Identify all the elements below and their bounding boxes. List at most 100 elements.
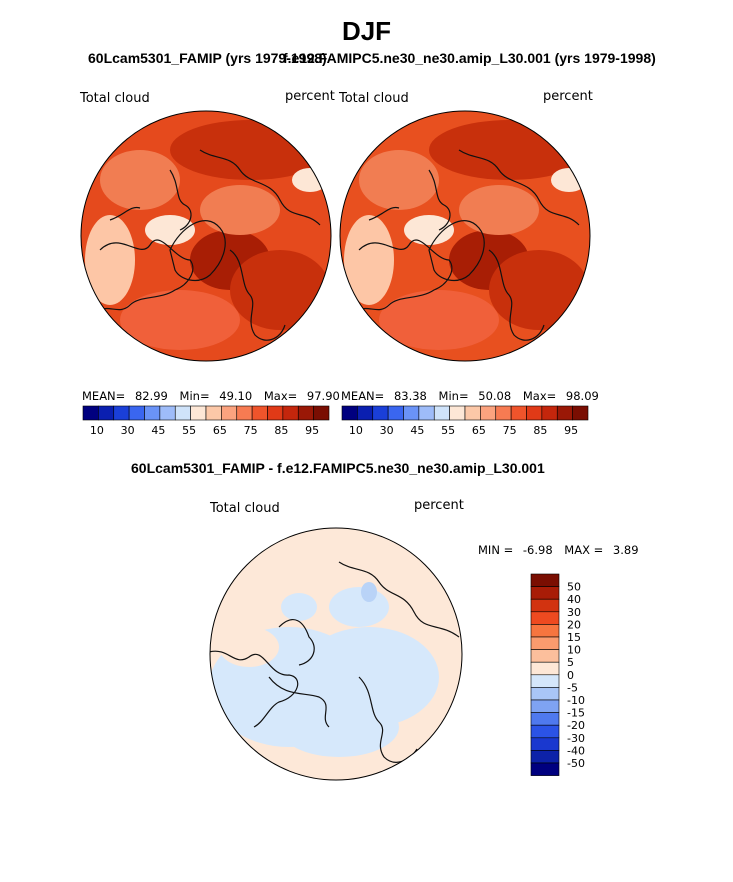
colorbar-tick-label: -50: [567, 757, 585, 770]
left-max-value: 97.90: [306, 389, 340, 403]
colorbar-tick-label: -20: [567, 719, 585, 732]
colorbar-swatch: [236, 405, 253, 421]
colorbar-swatch: [510, 405, 527, 421]
left-polar-map: [80, 110, 332, 362]
colorbar-tick-label: 10: [567, 644, 581, 657]
right-field-label: Total cloud: [339, 91, 409, 106]
colorbar-tick-label: 30: [380, 424, 394, 437]
colorbar-tick-label: 85: [274, 424, 288, 437]
right-min-label: Min=: [438, 389, 469, 403]
colorbar-tick-label: 95: [564, 424, 578, 437]
left-units-label: percent: [285, 89, 335, 104]
colorbar-tick-label: -15: [567, 707, 585, 720]
field-patch: [379, 290, 499, 350]
left-mean-value: 82.99: [134, 389, 168, 403]
colorbar-tick-label: -30: [567, 732, 585, 745]
diff-panel-title: 60Lcam5301_FAMIP - f.e12.FAMIPC5.ne30_ne…: [131, 460, 545, 476]
colorbar-swatch: [174, 405, 191, 421]
colorbar-swatch: [530, 712, 560, 726]
colorbar-swatch: [144, 405, 161, 421]
right-min-value: 50.08: [478, 389, 512, 403]
colorbar-tick-label: 40: [567, 593, 581, 606]
right-mean-label: MEAN=: [341, 389, 385, 403]
colorbar-swatch: [159, 405, 176, 421]
colorbar-swatch: [530, 636, 560, 650]
field-patch: [100, 150, 180, 210]
colorbar-tick-label: 85: [533, 424, 547, 437]
colorbar-swatch: [251, 405, 268, 421]
left-min-value: 49.10: [219, 389, 253, 403]
colorbar-swatch: [82, 405, 99, 421]
colorbar-swatch: [128, 405, 145, 421]
colorbar-swatch: [480, 405, 497, 421]
diff-polar-map: [209, 527, 463, 781]
colorbar-tick-label: 50: [567, 581, 581, 594]
colorbar-swatch: [341, 405, 358, 421]
colorbar-tick-label: -40: [567, 744, 585, 757]
colorbar-swatch: [433, 405, 450, 421]
field-patch: [85, 215, 135, 305]
colorbar-swatch: [572, 405, 589, 421]
right-stats: MEAN= 83.38 Min= 50.08 Max= 98.09: [341, 389, 599, 403]
colorbar-swatch: [530, 737, 560, 751]
colorbar-swatch: [530, 649, 560, 663]
colorbar-swatch: [372, 405, 389, 421]
colorbar-tick-label: -5: [567, 681, 578, 694]
colorbar-swatch: [530, 687, 560, 701]
left-field-label: Total cloud: [80, 91, 150, 106]
season-title: DJF: [341, 16, 392, 46]
colorbar-swatch: [556, 405, 573, 421]
colorbar-swatch: [526, 405, 543, 421]
colorbar-tick-label: 95: [305, 424, 319, 437]
left-panel-title: 60Lcam5301_FAMIP (yrs 1979-1998): [88, 50, 327, 66]
colorbar-swatch: [530, 661, 560, 676]
colorbar-swatch: [449, 405, 466, 421]
colorbar-swatch: [113, 405, 130, 421]
diff-field-label: Total cloud: [210, 501, 280, 516]
colorbar-swatch: [190, 405, 207, 421]
diff-units-label: percent: [414, 498, 464, 513]
colorbar-tick-label: 45: [410, 424, 424, 437]
colorbar-swatch: [530, 750, 560, 764]
field-patch: [230, 250, 330, 330]
right-units-label: percent: [543, 89, 593, 104]
field-patch: [361, 582, 377, 602]
colorbar-tick-label: 10: [90, 424, 104, 437]
colorbar-tick-label: -10: [567, 694, 585, 707]
field-patch: [145, 215, 195, 245]
right-polar-map: [339, 110, 591, 362]
left-stats: MEAN= 82.99 Min= 49.10 Max= 97.90: [82, 389, 340, 403]
diff-max-value: 3.89: [612, 543, 639, 557]
right-max-value: 98.09: [565, 389, 599, 403]
field-patch: [459, 185, 539, 235]
colorbar-swatch: [530, 762, 560, 776]
colorbar-tick-label: 5: [567, 656, 574, 669]
colorbar-swatch: [418, 405, 435, 421]
colorbar-tick-label: 65: [213, 424, 227, 437]
left-min-label: Min=: [179, 389, 210, 403]
colorbar-swatch: [530, 598, 560, 613]
colorbar-tick-label: 15: [567, 631, 581, 644]
colorbar-tick-label: 45: [151, 424, 165, 437]
right-mean-value: 83.38: [393, 389, 427, 403]
field-patch: [292, 168, 328, 192]
colorbar-swatch: [313, 405, 330, 421]
colorbar-swatch: [530, 674, 560, 688]
colorbar-swatch: [267, 405, 284, 421]
colorbar-swatch: [357, 405, 374, 421]
colorbar-swatch: [98, 405, 115, 421]
left-mean-label: MEAN=: [82, 389, 126, 403]
diff-minmax: MIN = -6.98 MAX = 3.89: [478, 543, 639, 557]
field-patch: [200, 185, 280, 235]
colorbar-tick-label: 75: [244, 424, 258, 437]
colorbar-swatch: [530, 699, 560, 713]
colorbar-swatch: [530, 586, 560, 600]
colorbar-tick-label: 55: [441, 424, 455, 437]
field-patch: [120, 290, 240, 350]
diff-max-label: MAX =: [564, 543, 604, 557]
field-patch: [344, 215, 394, 305]
colorbar-swatch: [530, 724, 560, 739]
colorbar-swatch: [403, 405, 420, 421]
field-patch: [359, 150, 439, 210]
